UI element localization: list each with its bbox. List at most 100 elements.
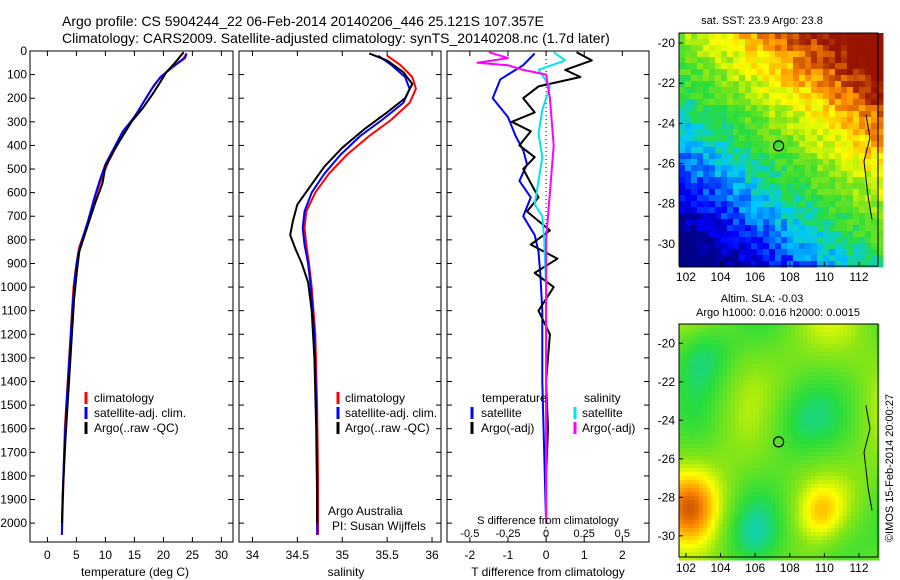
sla_map-cell	[851, 452, 856, 457]
sla_map-cell	[827, 468, 832, 473]
difference-xtick-label: 1	[581, 548, 588, 562]
sst_map-cell	[751, 129, 758, 136]
sla_map-cell	[831, 548, 836, 553]
sla_map-cell	[767, 548, 772, 553]
sla_map-cell	[799, 552, 804, 557]
sla_map-cell	[799, 484, 804, 489]
sla_map-cell	[731, 480, 736, 485]
sst_map-cell	[715, 105, 722, 112]
sst_map-cell	[715, 87, 722, 94]
sst_map-cell	[787, 255, 794, 262]
sla_map-cell	[811, 396, 816, 401]
sst_map-cell	[709, 165, 716, 172]
sla_map-cell	[771, 332, 776, 337]
sla_map-cell	[699, 352, 704, 357]
sst_map-cell	[709, 201, 716, 208]
sla_map-cell	[799, 380, 804, 385]
sla_map-cell	[807, 444, 812, 449]
sst_map-cell	[679, 33, 686, 40]
sla_map-cell	[783, 416, 788, 421]
sla_map-cell	[779, 556, 784, 561]
sla_map-cell	[799, 408, 804, 413]
sst_map-cell	[709, 213, 716, 220]
sst_map-cell	[799, 189, 806, 196]
sla_map-cell	[807, 472, 812, 477]
sla_map-cell	[707, 384, 712, 389]
sla_map-cell	[807, 536, 812, 541]
sla_map-cell	[847, 468, 852, 473]
sst_map-cell	[691, 33, 698, 40]
sla_map-cell	[727, 520, 732, 525]
sla_map-cell	[819, 516, 824, 521]
sla_map-cell	[775, 412, 780, 417]
sla_map-cell	[867, 480, 872, 485]
sla_map-cell	[803, 344, 808, 349]
sla_map-cell	[867, 436, 872, 441]
sst_map-cell	[877, 213, 884, 220]
sla_map-cell	[703, 464, 708, 469]
sla_map-cell	[791, 408, 796, 413]
sst_map-cell	[751, 165, 758, 172]
diff-legend-salinity-title: salinity	[584, 391, 621, 405]
sla_map-cell	[831, 500, 836, 505]
sla_map-cell	[755, 448, 760, 453]
sla_map-cell	[815, 360, 820, 365]
sla_map-cell	[751, 528, 756, 533]
sla_map-cell	[707, 412, 712, 417]
sla_map-cell	[835, 424, 840, 429]
sst_map-cell	[853, 237, 860, 244]
sla_map-cell	[867, 376, 872, 381]
sla_map-cell	[787, 548, 792, 553]
sla_map-cell	[855, 332, 860, 337]
sla_map-cell	[807, 368, 812, 373]
sla_map-cell	[847, 492, 852, 497]
sla_map-cell	[851, 348, 856, 353]
temperature-ytick-label: 1100	[1, 304, 27, 318]
sst_map-cell	[775, 141, 782, 148]
sla_map-cell	[843, 536, 848, 541]
sla_map-cell	[715, 424, 720, 429]
sst_map-cell	[811, 99, 818, 106]
sla_map-cell	[711, 372, 716, 377]
sla_map-cell	[819, 524, 824, 529]
sla_map-cell	[795, 388, 800, 393]
sla_map-cell	[867, 328, 872, 333]
sla_map-cell	[715, 516, 720, 521]
sla_map-cell	[835, 556, 840, 561]
sla_map-cell	[711, 492, 716, 497]
sla_map-cell	[707, 496, 712, 501]
sla_map-cell	[827, 472, 832, 477]
sst_map-cell	[727, 99, 734, 106]
sst_map-cell	[715, 33, 722, 40]
sst_map-cell	[847, 195, 854, 202]
sla_map-cell	[795, 352, 800, 357]
sla_map-cell	[707, 448, 712, 453]
sla_map-cell	[711, 472, 716, 477]
sla_map-cell	[739, 496, 744, 501]
sla_map-cell	[807, 516, 812, 521]
sla_map-cell	[871, 476, 876, 481]
sla_map-cell	[703, 452, 708, 457]
sla_map-cell	[819, 364, 824, 369]
sla_map-cell	[815, 356, 820, 361]
sla_map-cell	[731, 472, 736, 477]
sla_map-cell	[811, 364, 816, 369]
sla_map-cell	[855, 344, 860, 349]
sla_map-cell	[719, 436, 724, 441]
sla_map-cell	[835, 536, 840, 541]
sst_map-cell	[787, 75, 794, 82]
sla_map-cell	[859, 484, 864, 489]
sla_map-cell	[727, 364, 732, 369]
sla_map-cell	[735, 432, 740, 437]
sla_map-cell	[855, 440, 860, 445]
sla_map-cell	[779, 424, 784, 429]
sst_map-cell	[763, 261, 770, 268]
sla_map-cell	[687, 380, 692, 385]
sst_map-cell	[793, 105, 800, 112]
sla_map-cell	[715, 452, 720, 457]
sla_map-cell	[855, 404, 860, 409]
sla_map-cell	[787, 504, 792, 509]
sla_map-cell	[767, 556, 772, 561]
sla_map-cell	[843, 456, 848, 461]
sla_map-cell	[719, 468, 724, 473]
